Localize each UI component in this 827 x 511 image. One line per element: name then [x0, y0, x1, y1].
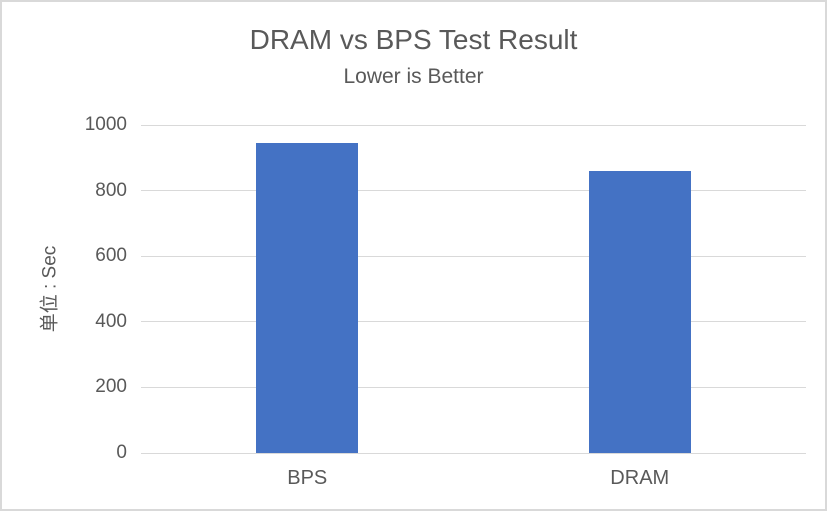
gridline-200 [141, 386, 806, 388]
y-tick-label-800: 800 [95, 179, 127, 201]
bar-dram [588, 170, 691, 453]
chart-title: DRAM vs BPS Test Result [249, 24, 578, 55]
y-tick-label-600: 600 [95, 245, 127, 267]
y-tick-label-0: 0 [116, 442, 127, 463]
y-axis-tick-labels: 0 200 400 600 800 1000 [2, 114, 127, 463]
y-tick-label-200: 200 [95, 376, 127, 398]
gridline-800 [141, 190, 806, 192]
plot-area [141, 124, 806, 454]
gridline-400 [141, 321, 806, 323]
bar-bps [256, 143, 359, 453]
x-axis-category-labels: BPS DRAM [141, 453, 806, 493]
gridline-600 [141, 255, 806, 257]
x-label-dram: DRAM [610, 467, 670, 489]
y-tick-label-1000: 1000 [84, 114, 127, 135]
gridline-1000 [141, 124, 806, 126]
chart-subtitle: Lower is Better [343, 65, 484, 88]
gridline-0 [141, 452, 806, 454]
y-tick-label-400: 400 [95, 310, 127, 332]
x-label-bps: BPS [287, 467, 328, 489]
